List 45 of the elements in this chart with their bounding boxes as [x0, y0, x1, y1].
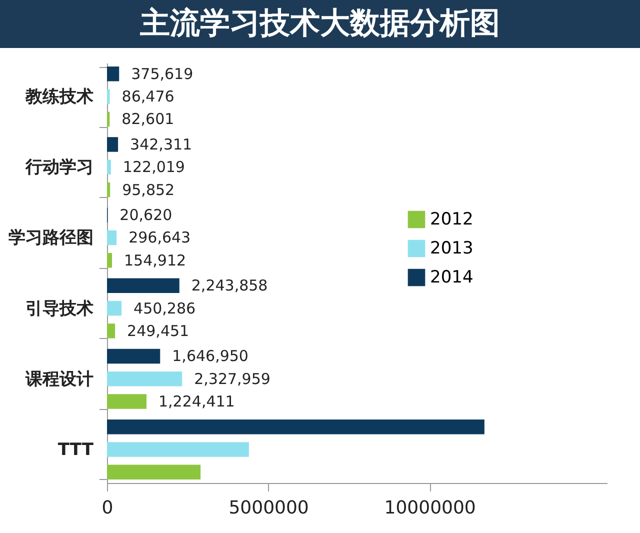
- data-label: 86,476: [122, 88, 174, 106]
- data-label: 342,311: [130, 135, 192, 154]
- x-tick-label: 0: [102, 498, 114, 518]
- bar: [107, 464, 201, 480]
- bar: [107, 442, 249, 457]
- bar: [107, 300, 122, 316]
- legend-label: 2012: [430, 210, 474, 230]
- x-tick-label: 5000000: [228, 498, 309, 518]
- bar: [107, 394, 146, 409]
- data-label: 375,619: [131, 64, 194, 83]
- y-tick-label: 行动学习: [24, 158, 94, 178]
- bar: [107, 66, 120, 82]
- legend-label: 2013: [430, 238, 474, 258]
- legend-label: 2014: [430, 268, 474, 288]
- y-tick-label: 课程设计: [24, 369, 94, 390]
- data-label: 450,286: [134, 299, 196, 318]
- y-tick-label: 引导技术: [26, 298, 94, 319]
- bar: [107, 372, 182, 386]
- y-tick-label: TTT: [58, 440, 94, 460]
- bar: [107, 278, 180, 294]
- x-tick-label: 10000000: [384, 498, 476, 518]
- bar: [107, 230, 117, 246]
- data-label: 82,601: [122, 110, 174, 128]
- data-label: 122,019: [122, 158, 185, 176]
- bar: [107, 419, 484, 434]
- bar: [107, 160, 111, 174]
- data-label: 154,912: [124, 251, 186, 270]
- y-tick-label: 学习路径图: [8, 228, 94, 248]
- data-label: 249,451: [127, 322, 190, 340]
- data-label: 2,243,858: [191, 276, 268, 295]
- y-tick-label: 教练技术: [24, 87, 94, 108]
- bar: [107, 324, 116, 338]
- data-label: 1,224,411: [158, 392, 235, 411]
- data-label: 20,620: [120, 206, 172, 224]
- bar: [107, 112, 110, 127]
- bar: [107, 137, 118, 152]
- bar: [107, 252, 112, 268]
- data-label: 296,643: [128, 228, 191, 247]
- bar: [107, 89, 110, 104]
- bar: [107, 182, 110, 198]
- chart-title: 主流学习技术大数据分析图: [0, 0, 640, 48]
- data-label: 2,327,959: [194, 370, 270, 388]
- data-label: 95,852: [122, 180, 175, 199]
- data-label: 1,646,950: [172, 347, 248, 366]
- bar: [107, 348, 160, 364]
